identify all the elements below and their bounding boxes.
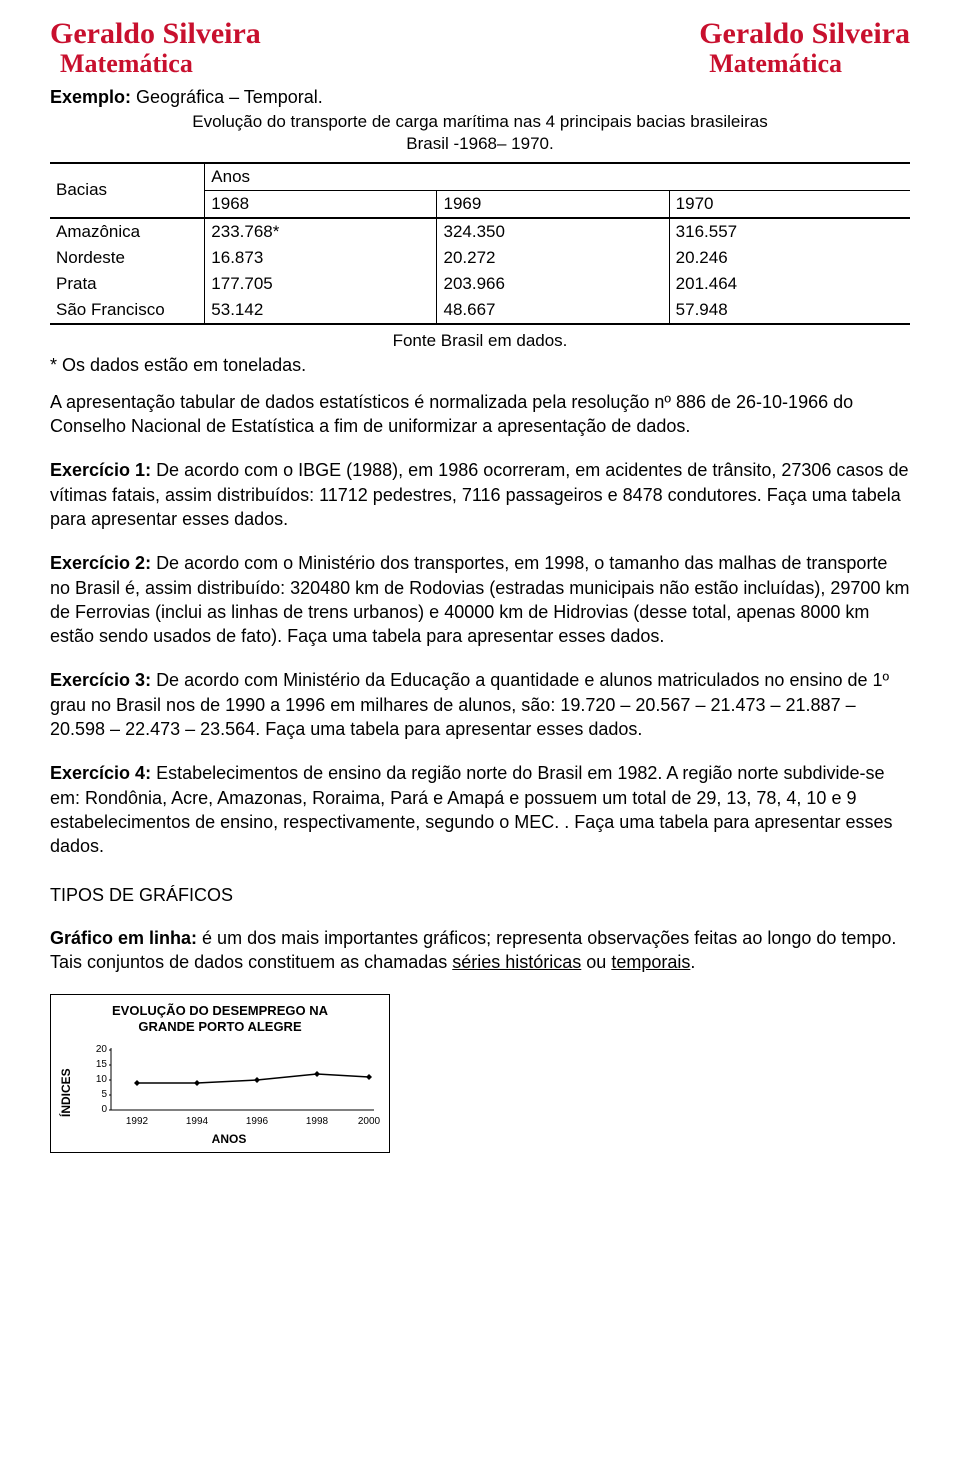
row-header: Bacias <box>50 163 205 218</box>
chart-ylabel: ÍNDICES <box>57 1040 75 1146</box>
row-label: Prata <box>50 271 205 297</box>
gl-u1: séries históricas <box>452 952 581 972</box>
ytick: 20 <box>96 1044 108 1055</box>
row-label: Amazônica <box>50 218 205 245</box>
exercicio-3: Exercício 3: De acordo com Ministério da… <box>50 668 910 741</box>
year-0: 1968 <box>205 190 437 218</box>
logo-line1: Geraldo Silveira <box>699 18 910 50</box>
cell: 233.768* <box>205 218 437 245</box>
exercicio-1: Exercício 1: De acordo com o IBGE (1988)… <box>50 458 910 531</box>
grafico-linha-def: Gráfico em linha: é um dos mais importan… <box>50 926 910 975</box>
cell: 316.557 <box>669 218 910 245</box>
logo-line1: Geraldo Silveira <box>50 18 261 50</box>
cell: 201.464 <box>669 271 910 297</box>
para-intro: A apresentação tabular de dados estatíst… <box>50 390 910 439</box>
cell: 57.948 <box>669 297 910 324</box>
cell: 48.667 <box>437 297 669 324</box>
table-footnote: * Os dados estão em toneladas. <box>50 355 910 376</box>
logo-right: Geraldo Silveira Matemática <box>699 18 910 77</box>
col-header: Anos <box>205 163 910 191</box>
xtick: 1992 <box>126 1116 149 1127</box>
data-table: Bacias Anos 1968 1969 1970 Amazônica 233… <box>50 162 910 325</box>
xtick: 1998 <box>306 1116 329 1127</box>
chart-title: EVOLUÇÃO DO DESEMPREGO NA GRANDE PORTO A… <box>57 1003 383 1034</box>
exercicio-4: Exercício 4: Estabelecimentos de ensino … <box>50 761 910 858</box>
logo-row: Geraldo Silveira Matemática Geraldo Silv… <box>50 18 910 77</box>
chart-line <box>137 1074 369 1083</box>
row-label: Nordeste <box>50 245 205 271</box>
cell: 203.966 <box>437 271 669 297</box>
year-1: 1969 <box>437 190 669 218</box>
row-label: São Francisco <box>50 297 205 324</box>
ex3-label: Exercício 3: <box>50 670 156 690</box>
chart-title-l1: EVOLUÇÃO DO DESEMPREGO NA <box>112 1003 328 1018</box>
chart-xlabel: ANOS <box>75 1132 383 1146</box>
example-heading: Exemplo: Geográfica – Temporal. <box>50 87 910 108</box>
xtick: 1994 <box>186 1116 209 1127</box>
line-chart: EVOLUÇÃO DO DESEMPREGO NA GRANDE PORTO A… <box>50 994 390 1153</box>
table-title: Evolução do transporte de carga marítima… <box>50 112 910 132</box>
cell: 177.705 <box>205 271 437 297</box>
chart-plot: 20 15 10 5 0 <box>75 1040 383 1130</box>
logo-line2: Matemática <box>699 50 910 77</box>
gl-label: Gráfico em linha: <box>50 928 202 948</box>
gl-end: . <box>690 952 695 972</box>
cell: 20.246 <box>669 245 910 271</box>
ex3-text: De acordo com Ministério da Educação a q… <box>50 670 889 739</box>
ytick: 10 <box>96 1074 108 1085</box>
cell: 53.142 <box>205 297 437 324</box>
logo-line2: Matemática <box>50 50 261 77</box>
xtick: 1996 <box>246 1116 269 1127</box>
chart-title-l2: GRANDE PORTO ALEGRE <box>138 1019 301 1034</box>
gl-mid: ou <box>581 952 611 972</box>
ex2-label: Exercício 2: <box>50 553 156 573</box>
gl-u2: temporais <box>611 952 690 972</box>
ex1-text: De acordo com o IBGE (1988), em 1986 oco… <box>50 460 908 529</box>
table-subtitle: Brasil -1968– 1970. <box>50 134 910 154</box>
example-title: Geográfica – Temporal. <box>131 87 323 107</box>
cell: 16.873 <box>205 245 437 271</box>
ex2-text: De acordo com o Ministério dos transport… <box>50 553 909 646</box>
section-heading: TIPOS DE GRÁFICOS <box>50 885 910 906</box>
cell: 20.272 <box>437 245 669 271</box>
exercicio-2: Exercício 2: De acordo com o Ministério … <box>50 551 910 648</box>
ytick: 0 <box>101 1104 107 1115</box>
example-label: Exemplo: <box>50 87 131 107</box>
cell: 324.350 <box>437 218 669 245</box>
table-source: Fonte Brasil em dados. <box>50 331 910 351</box>
year-2: 1970 <box>669 190 910 218</box>
ex1-label: Exercício 1: <box>50 460 156 480</box>
ytick: 15 <box>96 1059 108 1070</box>
ex4-label: Exercício 4: <box>50 763 156 783</box>
logo-left: Geraldo Silveira Matemática <box>50 18 261 77</box>
ex4-text: Estabelecimentos de ensino da região nor… <box>50 763 892 856</box>
xtick: 2000 <box>358 1116 381 1127</box>
ytick: 5 <box>101 1089 107 1100</box>
